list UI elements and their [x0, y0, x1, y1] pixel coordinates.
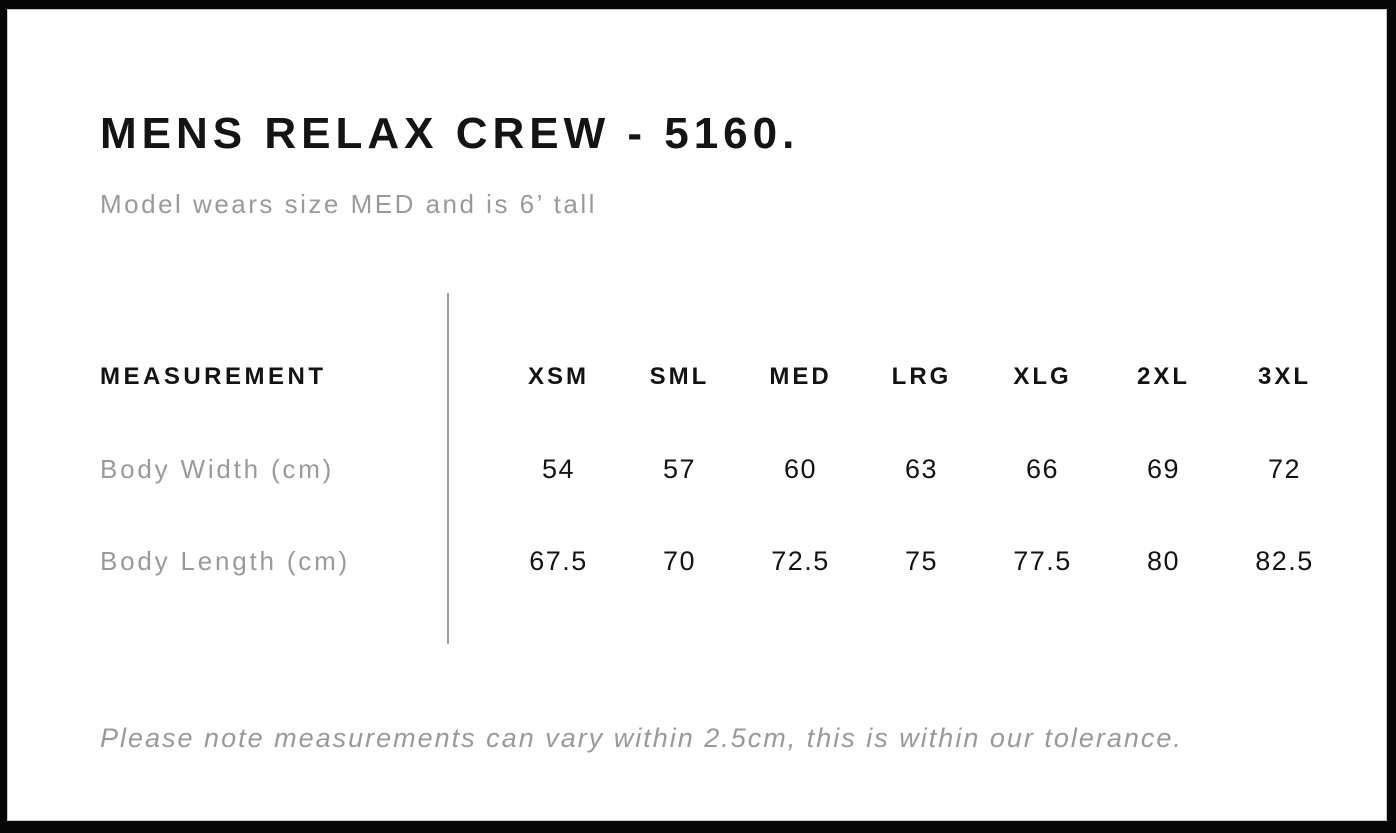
- size-header-xlg: XLG: [1013, 363, 1072, 390]
- page-title: MENS RELAX CREW - 5160.: [100, 109, 800, 158]
- size-header-sml: SML: [649, 363, 710, 390]
- body-length-sml: 70: [662, 545, 697, 576]
- body-width-xlg: 66: [1025, 453, 1060, 484]
- size-header-lrg: LRG: [891, 363, 952, 390]
- body-width-2xl: 69: [1146, 453, 1181, 484]
- body-length-med: 72.5: [771, 545, 830, 576]
- tolerance-note: Please note measurements can vary within…: [100, 723, 1183, 753]
- table-vertical-divider: [447, 293, 449, 644]
- body-length-3xl: 82.5: [1255, 545, 1314, 576]
- size-header-3xl: 3XL: [1257, 363, 1311, 390]
- row-label-body-length: Body Length (cm): [100, 545, 351, 576]
- size-chart-table: MEASUREMENT XSM SML MED LRG XLG 2XL 3XL …: [100, 331, 1345, 607]
- size-header-2xl: 2XL: [1136, 363, 1190, 390]
- measurement-column-header: MEASUREMENT: [100, 363, 327, 390]
- body-length-xsm: 67.5: [529, 545, 588, 576]
- body-width-sml: 57: [662, 453, 697, 484]
- body-width-3xl: 72: [1267, 453, 1302, 484]
- model-size-info: Model wears size MED and is 6’ tall: [100, 189, 597, 219]
- body-length-2xl: 80: [1146, 545, 1181, 576]
- body-length-xlg: 77.5: [1013, 545, 1072, 576]
- body-width-med: 60: [783, 453, 818, 484]
- body-width-lrg: 63: [904, 453, 939, 484]
- size-header-xsm: XSM: [527, 363, 589, 390]
- size-header-med: MED: [769, 363, 832, 390]
- row-label-body-width: Body Width (cm): [100, 453, 335, 484]
- body-length-lrg: 75: [904, 545, 939, 576]
- body-width-xsm: 54: [541, 453, 576, 484]
